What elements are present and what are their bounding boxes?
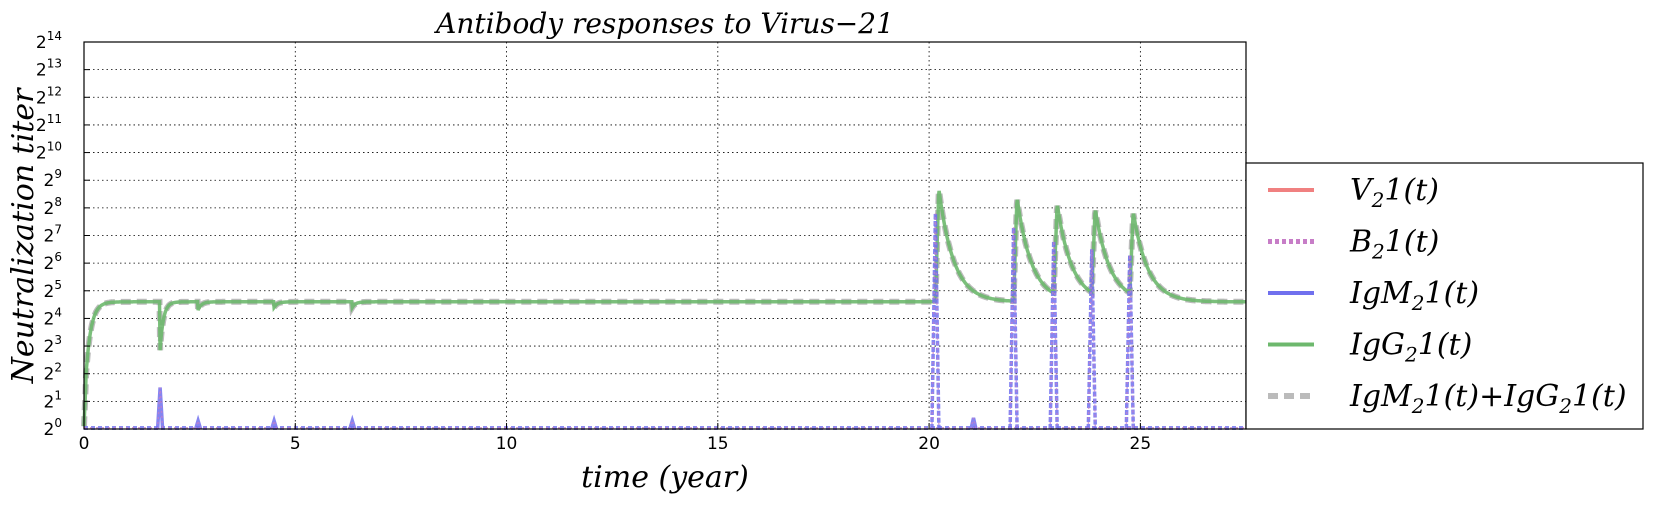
y-tick-label: 20 <box>44 416 62 440</box>
y-tick-label: 22 <box>44 361 62 385</box>
x-axis-ticks: 0 5 10 15 20 25 <box>79 423 1152 454</box>
legend-label-v21: V21(t) <box>1350 173 1439 212</box>
grid <box>84 42 1246 429</box>
legend-frame <box>1245 162 1644 430</box>
y-tick-label: 24 <box>44 305 62 329</box>
series-igm21-spike <box>1086 249 1098 430</box>
x-tick-label: 10 <box>496 434 518 454</box>
y-axis-ticks: 20 21 22 23 24 25 26 27 28 29 210 211 212 213 214 <box>36 29 90 440</box>
y-tick-label: 214 <box>36 29 62 53</box>
series-b21-spike <box>1009 227 1018 430</box>
series-b21-spike <box>970 417 977 430</box>
y-tick-label: 212 <box>36 84 62 108</box>
y-tick-label: 213 <box>36 57 62 81</box>
series <box>81 190 1246 430</box>
series-b21-spike <box>1125 254 1135 430</box>
y-tick-label: 23 <box>44 333 62 357</box>
y-tick-label: 21 <box>44 388 62 412</box>
series-igm21-spike <box>348 414 357 430</box>
x-tick-label: 25 <box>1130 434 1152 454</box>
y-tick-label: 25 <box>44 278 62 302</box>
y-tick-label: 29 <box>44 167 62 191</box>
y-tick-label: 27 <box>44 223 62 247</box>
y-axis-label: Neutralization titer <box>6 87 41 385</box>
x-tick-label: 20 <box>918 434 940 454</box>
series-igg21-line <box>82 190 1246 427</box>
x-tick-label: 0 <box>79 434 90 454</box>
y-tick-label: 28 <box>44 195 62 219</box>
series-igm21-spike <box>269 414 279 430</box>
legend-label-b21: B21(t) <box>1349 225 1439 264</box>
legend-label-igm21: IgM21(t) <box>1349 276 1479 315</box>
legend-label-sum: IgM21(t)+IgG21(t) <box>1349 379 1627 418</box>
chart-title: Antibody responses to Virus−21 <box>433 7 894 40</box>
x-tick-label: 5 <box>290 434 301 454</box>
x-tick-label: 15 <box>707 434 729 454</box>
series-b21-spike <box>156 387 164 430</box>
series-b21-spike <box>931 213 940 430</box>
series-igm21-spike <box>193 414 203 430</box>
x-axis-label: time (year) <box>581 460 749 495</box>
legend: V21(t) B21(t) IgM21(t) IgG21(t) IgM21(t)+IgG… <box>1245 162 1644 430</box>
y-tick-label: 210 <box>36 140 62 164</box>
y-tick-label: 26 <box>44 250 62 274</box>
y-tick-label: 211 <box>36 112 62 136</box>
legend-label-igg21: IgG21(t) <box>1349 328 1472 367</box>
series-sum-line <box>81 190 1246 427</box>
